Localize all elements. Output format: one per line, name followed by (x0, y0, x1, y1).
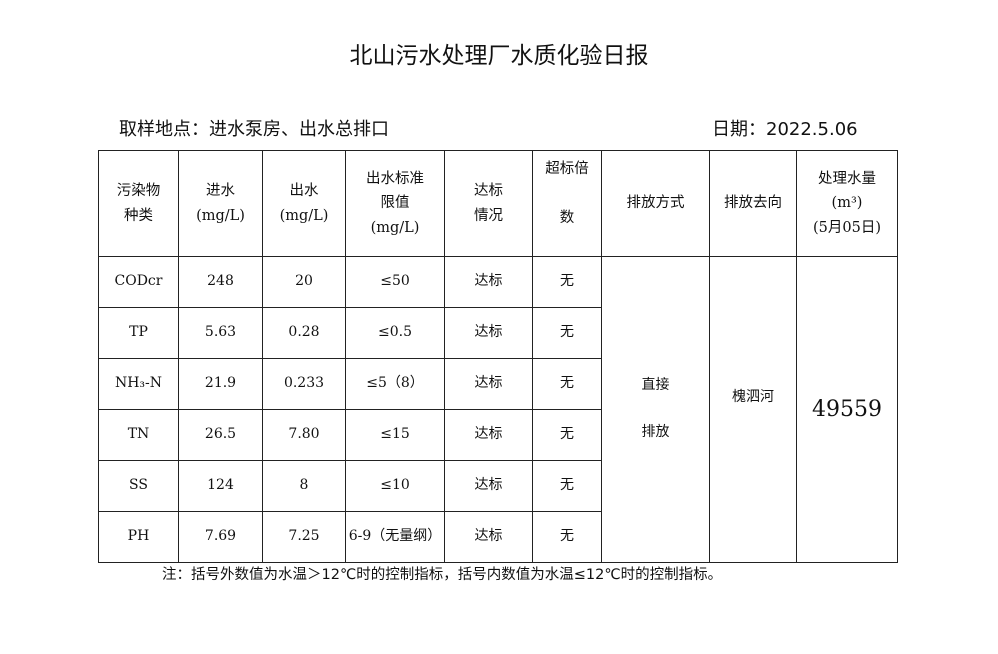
cell-out: 0.233 (262, 358, 346, 410)
water-quality-table: 污染物 种类 进水 (mg/L) 出水 (mg/L) 出水标准 限值 (mg/L) 达标情… (98, 150, 898, 563)
cell-status: 达标 (444, 409, 533, 461)
cell-in: 7.69 (178, 511, 263, 563)
cell-limit: 6-9（无量纲） (345, 511, 445, 563)
report-title: 北山污水处理厂水质化验日报 (349, 43, 649, 69)
header-exceed: 超标倍数 (532, 150, 602, 257)
table-row: CODcr 248 20 ≤50 达标无直接 排放 槐泗河 49559 (98, 256, 898, 563)
cell-status: 达标 (444, 358, 533, 410)
report-date: 日期：2022.5.06 (712, 119, 858, 140)
cell-out: 20 (262, 256, 346, 308)
header-row: 污染物 种类 进水 (mg/L) 出水 (mg/L) 出水标准 限值 (mg/L) 达标情… (98, 150, 898, 257)
cell-in: 5.63 (178, 307, 263, 359)
cell-name: PH (98, 511, 179, 563)
cell-name: TP (98, 307, 179, 359)
discharge-method: 直接 排放 (601, 256, 710, 563)
cell-status: 达标 (444, 511, 533, 563)
cell-limit: ≤0.5 (345, 307, 445, 359)
cell-limit: ≤10 (345, 460, 445, 512)
treated-volume: 49559 (796, 256, 898, 563)
cell-out: 7.25 (262, 511, 346, 563)
cell-exceed: 无 (532, 256, 602, 308)
cell-out: 0.28 (262, 307, 346, 359)
header-limit: 出水标准 限值 (mg/L) (345, 150, 445, 257)
table-row: TN 26.5 7.80 ≤15 达标无 (98, 409, 898, 461)
cell-in: 124 (178, 460, 263, 512)
sampling-location: 取样地点：进水泵房、出水总排口 (119, 119, 389, 140)
cell-name: SS (98, 460, 179, 512)
cell-out: 7.80 (262, 409, 346, 461)
cell-status: 达标 (444, 460, 533, 512)
table-row: PH 7.69 7.25 6-9（无量纲） 达标无 (98, 511, 898, 563)
footnote: 注：括号外数值为水温＞12℃时的控制指标，括号内数值为水温≤12℃时的控制指标。 (162, 567, 723, 583)
cell-limit: ≤50 (345, 256, 445, 308)
cell-status: 达标 (444, 307, 533, 359)
table-row: TP 5.63 0.28 ≤0.5 达标无 (98, 307, 898, 359)
header-method: 排放方式 (601, 150, 710, 257)
header-pollutant: 污染物 种类 (98, 150, 179, 257)
table-row: SS 124 8 ≤10 达标无 (98, 460, 898, 512)
cell-in: 21.9 (178, 358, 263, 410)
header-status: 达标 情况 (444, 150, 533, 257)
cell-exceed: 无 (532, 307, 602, 359)
header-outflow: 出水 (mg/L) (262, 150, 346, 257)
cell-name: TN (98, 409, 179, 461)
cell-in: 248 (178, 256, 263, 308)
table-row: NH₃-N 21.9 0.233 ≤5（8） 达标无 (98, 358, 898, 410)
cell-out: 8 (262, 460, 346, 512)
cell-exceed: 无 (532, 460, 602, 512)
cell-exceed: 无 (532, 358, 602, 410)
cell-exceed: 无 (532, 511, 602, 563)
cell-name: CODcr (98, 256, 179, 308)
cell-name: NH₃-N (98, 358, 179, 410)
cell-in: 26.5 (178, 409, 263, 461)
header-destination: 排放去向 (709, 150, 797, 257)
cell-limit: ≤5（8） (345, 358, 445, 410)
cell-exceed: 无 (532, 409, 602, 461)
discharge-destination: 槐泗河 (709, 256, 797, 563)
header-volume: 处理水量 (m³) (5月05日) (796, 150, 898, 257)
cell-status: 达标 (444, 256, 533, 308)
header-inflow: 进水 (mg/L) (178, 150, 263, 257)
cell-limit: ≤15 (345, 409, 445, 461)
